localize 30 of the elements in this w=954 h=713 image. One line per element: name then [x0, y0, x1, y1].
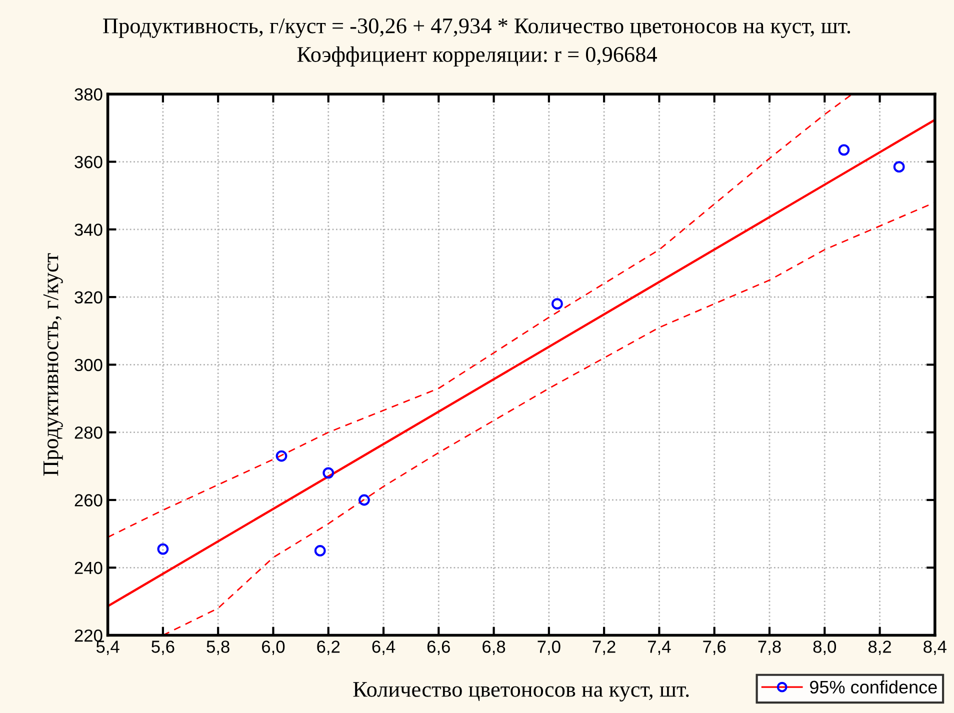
x-tick-label: 8,2: [868, 640, 891, 655]
y-tick-label: 240: [74, 562, 102, 574]
y-axis-title: Продуктивность, г/куст: [43, 253, 63, 476]
x-tick-label: 6,8: [482, 640, 506, 655]
y-tick-label: 220: [74, 629, 102, 642]
y-tick-label: 260: [74, 494, 102, 506]
x-tick-label: 8,0: [813, 640, 836, 655]
x-tick-label: 5,8: [206, 640, 230, 655]
y-tick-label: 300: [74, 358, 102, 372]
x-tick-label: 7,8: [758, 640, 781, 655]
x-tick-label: 7,2: [592, 640, 616, 655]
x-tick-label: 6,2: [317, 640, 340, 655]
y-tick-label: 280: [74, 426, 102, 439]
y-tick-label: 360: [74, 156, 102, 168]
x-tick-label: 6,4: [372, 640, 396, 655]
y-tick-label: 380: [74, 88, 102, 101]
x-tick-label: 7,0: [538, 640, 560, 655]
x-tick-label: 5,4: [96, 640, 120, 655]
x-tick-label: 6,6: [427, 640, 450, 655]
x-axis-title: Количество цветоносов на куст, шт.: [353, 682, 689, 702]
x-tick-label: 5,6: [152, 640, 174, 655]
x-tick-label: 7,4: [648, 640, 671, 655]
chart-subtitle: Коэффициент корреляции: r = 0,96684: [297, 46, 657, 66]
y-tick-label: 340: [74, 224, 102, 236]
y-tick-label: 320: [74, 291, 102, 304]
chart-title: Продуктивность, г/куст = -30,26 + 47,934 * Количество цветоносов на куст, шт.: [103, 18, 850, 38]
legend-label: 95% confidence: [810, 680, 937, 694]
x-tick-label: 6,0: [262, 640, 285, 655]
x-tick-label: 8,4: [924, 640, 946, 655]
x-tick-label: 7,6: [703, 640, 726, 655]
